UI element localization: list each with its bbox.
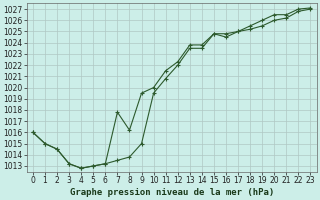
X-axis label: Graphe pression niveau de la mer (hPa): Graphe pression niveau de la mer (hPa): [69, 188, 274, 197]
